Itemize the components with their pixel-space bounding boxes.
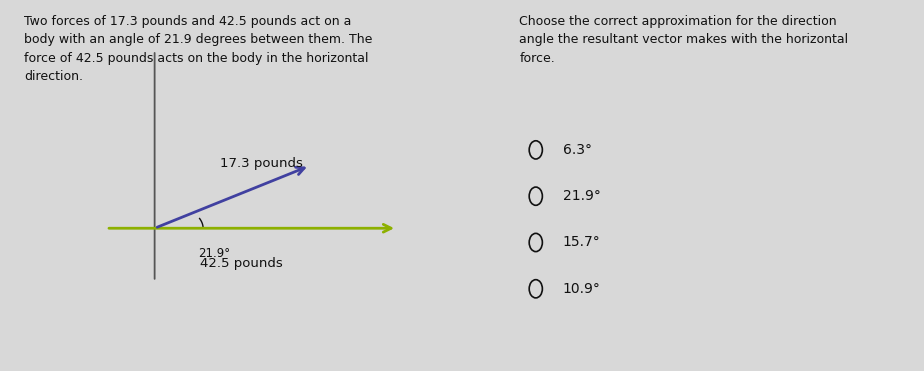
Text: 10.9°: 10.9° (563, 282, 601, 296)
Text: 42.5 pounds: 42.5 pounds (201, 257, 284, 270)
Text: 6.3°: 6.3° (563, 143, 591, 157)
Text: 17.3 pounds: 17.3 pounds (220, 157, 303, 170)
Text: Choose the correct approximation for the direction
angle the resultant vector ma: Choose the correct approximation for the… (519, 14, 848, 65)
Text: 15.7°: 15.7° (563, 236, 601, 249)
Text: 21.9°: 21.9° (199, 247, 230, 260)
Text: Two forces of 17.3 pounds and 42.5 pounds act on a
body with an angle of 21.9 de: Two forces of 17.3 pounds and 42.5 pound… (24, 14, 372, 83)
Text: 21.9°: 21.9° (563, 189, 601, 203)
